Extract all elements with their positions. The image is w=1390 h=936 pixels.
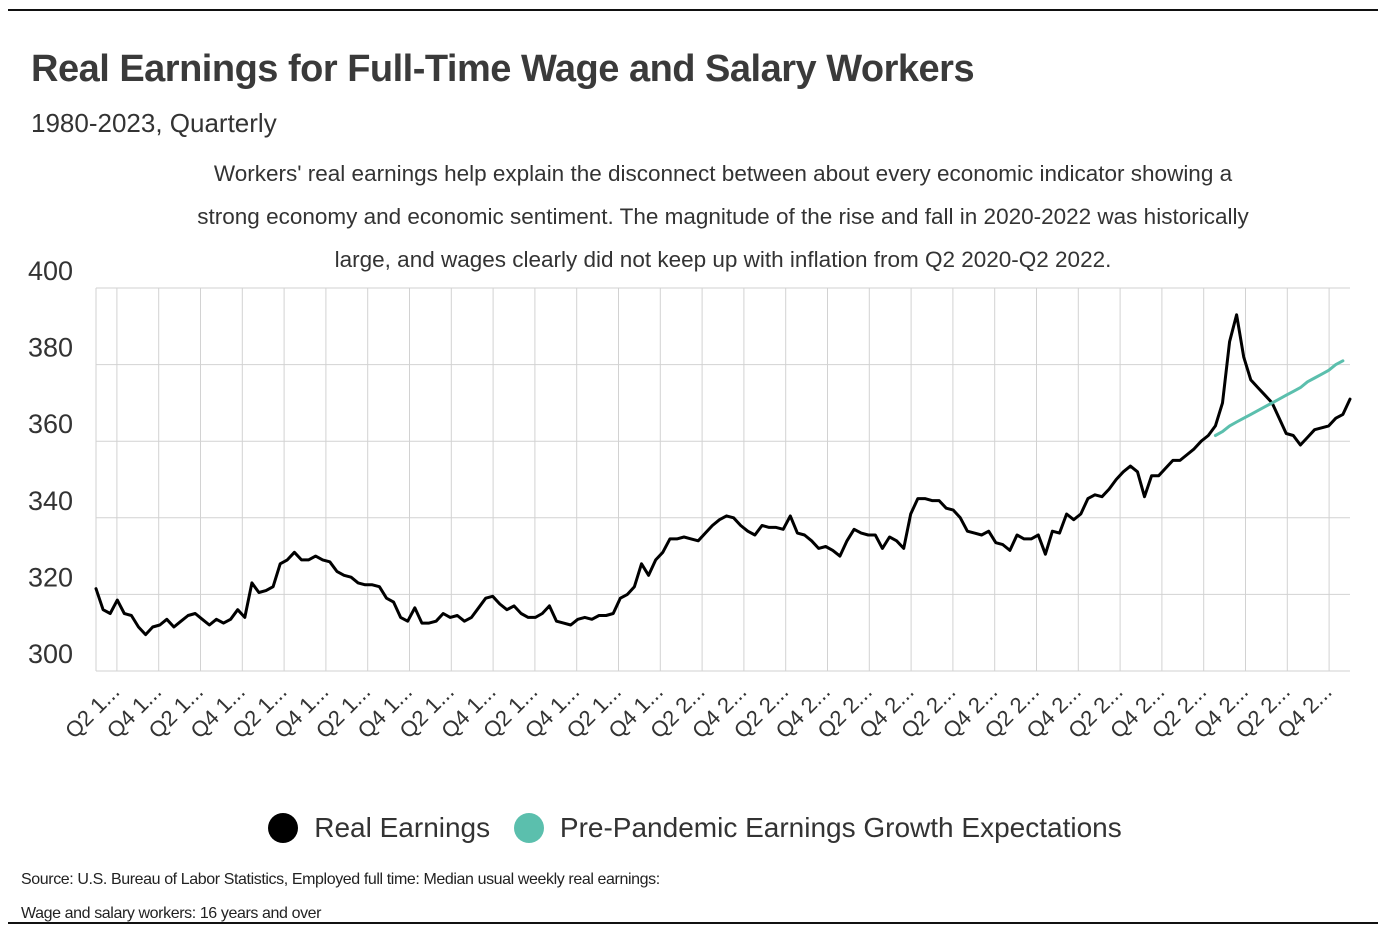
- source-line-1: Source: U.S. Bureau of Labor Statistics,…: [21, 871, 660, 888]
- source-line-2: Wage and salary workers: 16 years and ov…: [21, 905, 322, 922]
- y-tick-label: 320: [28, 562, 73, 592]
- top-rule: [8, 9, 1378, 11]
- y-tick-label: 380: [28, 333, 73, 363]
- legend-item-real-earnings[interactable]: Real Earnings: [268, 812, 490, 844]
- y-tick-label: 360: [28, 409, 73, 439]
- chart-legend: Real Earnings Pre-Pandemic Earnings Grow…: [0, 812, 1390, 850]
- legend-label-pre-pandemic: Pre-Pandemic Earnings Growth Expectation…: [559, 812, 1122, 843]
- chart-title: Real Earnings for Full-Time Wage and Sal…: [31, 48, 975, 90]
- series-line-real-earnings: [94, 313, 1352, 637]
- chart-description: Workers' real earnings help explain the …: [197, 161, 1249, 272]
- y-tick-label: 300: [28, 639, 73, 669]
- series-line-pre-pandemic-expectations: [1213, 359, 1345, 437]
- bottom-rule: [8, 922, 1378, 924]
- legend-item-pre-pandemic[interactable]: Pre-Pandemic Earnings Growth Expectation…: [513, 812, 1122, 844]
- chart-lines: [94, 313, 1352, 637]
- y-tick-label: 340: [28, 486, 73, 516]
- chart-grid: [95, 287, 1350, 672]
- y-axis: 300 320 340 360 380 400: [28, 256, 73, 669]
- line-chart: 300 320 340 360 380 400 Q2 1...Q4 1...Q2 1...…: [28, 256, 1352, 743]
- legend-swatch-pre-pandemic: [513, 813, 544, 843]
- y-tick-label: 400: [28, 256, 73, 286]
- x-axis: Q2 1...Q4 1...Q2 1...Q4 1...Q2 1...Q4 1.…: [60, 679, 1337, 743]
- legend-swatch-real-earnings: [268, 813, 299, 843]
- chart-subtitle: 1980-2023, Quarterly: [31, 108, 277, 138]
- source-note: Source: U.S. Bureau of Labor Statistics,…: [21, 863, 660, 931]
- legend-label-real-earnings: Real Earnings: [314, 812, 491, 843]
